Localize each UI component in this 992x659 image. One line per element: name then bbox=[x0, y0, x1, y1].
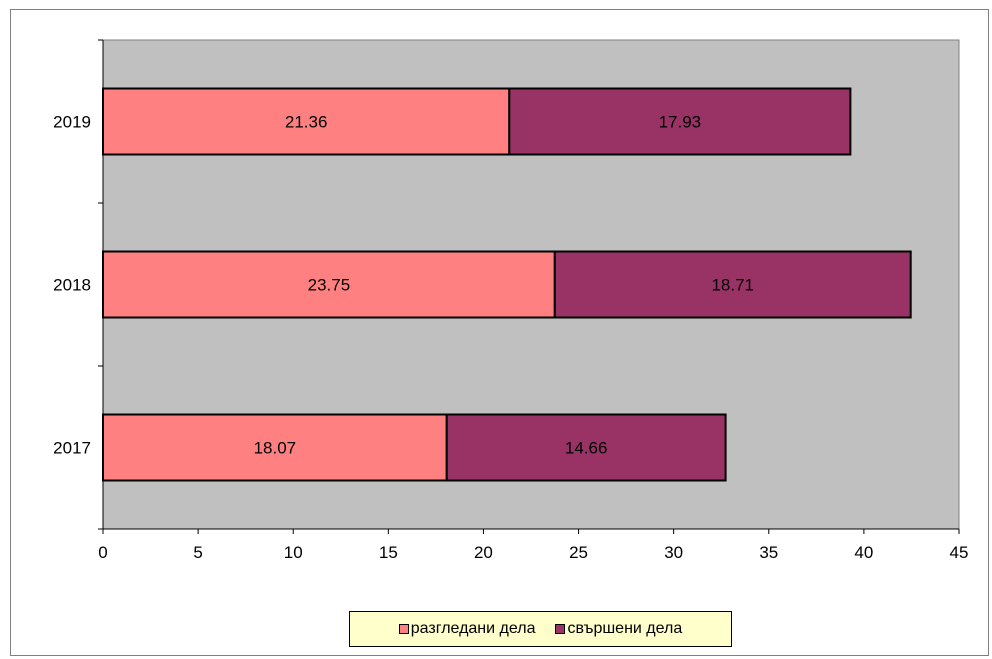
legend-swatch-series-1 bbox=[398, 624, 409, 634]
x-tick-label: 20 bbox=[474, 543, 493, 562]
bar-segment bbox=[102, 413, 448, 482]
legend-swatch-series-2 bbox=[555, 624, 566, 634]
legend-label-series-2: свършени дела bbox=[567, 620, 683, 637]
x-tick-label: 0 bbox=[98, 543, 107, 562]
bar-data-label: 18.71 bbox=[711, 276, 754, 295]
bar-segment bbox=[553, 250, 912, 319]
x-tick-label: 40 bbox=[854, 543, 873, 562]
bar-segment bbox=[102, 87, 511, 156]
y-tick-label: 2019 bbox=[53, 113, 91, 132]
legend-item-series-1: разгледани дела bbox=[398, 620, 536, 638]
x-tick-label: 5 bbox=[193, 543, 202, 562]
legend: разгледани дела свършени дела bbox=[349, 611, 732, 647]
bar-data-label: 17.93 bbox=[659, 113, 702, 132]
x-tick-label: 45 bbox=[950, 543, 969, 562]
bar-segment bbox=[508, 87, 852, 156]
legend-item-series-2: свършени дела bbox=[555, 620, 682, 638]
y-tick-label: 2017 bbox=[53, 439, 91, 458]
bar-data-label: 23.75 bbox=[308, 276, 351, 295]
x-tick-label: 15 bbox=[379, 543, 398, 562]
bar-segment bbox=[102, 250, 556, 319]
bar-data-label: 18.07 bbox=[254, 439, 297, 458]
bar-data-label: 14.66 bbox=[565, 439, 608, 458]
x-tick-label: 10 bbox=[284, 543, 303, 562]
x-tick-label: 30 bbox=[664, 543, 683, 562]
y-tick-label: 2018 bbox=[53, 276, 91, 295]
x-tick-label: 25 bbox=[569, 543, 588, 562]
legend-label-series-1: разгледани дела bbox=[410, 620, 536, 637]
x-tick-label: 35 bbox=[759, 543, 778, 562]
bar-data-label: 21.36 bbox=[285, 113, 328, 132]
bar-segment bbox=[445, 413, 727, 482]
